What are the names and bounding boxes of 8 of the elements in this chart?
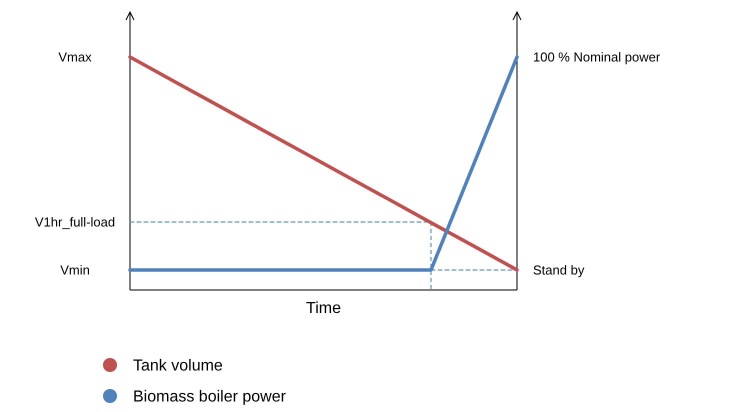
text: Vmin xyxy=(60,262,90,278)
legend-label: Biomass boiler power xyxy=(133,388,287,406)
text: V1hr_full-load xyxy=(34,214,116,230)
x-axis-title: Time xyxy=(306,300,342,317)
text: Vmax xyxy=(58,50,92,65)
text: 100 % Nominal power xyxy=(533,50,661,65)
legend-label: Tank volume xyxy=(133,358,223,375)
text: Stand by xyxy=(533,262,585,278)
